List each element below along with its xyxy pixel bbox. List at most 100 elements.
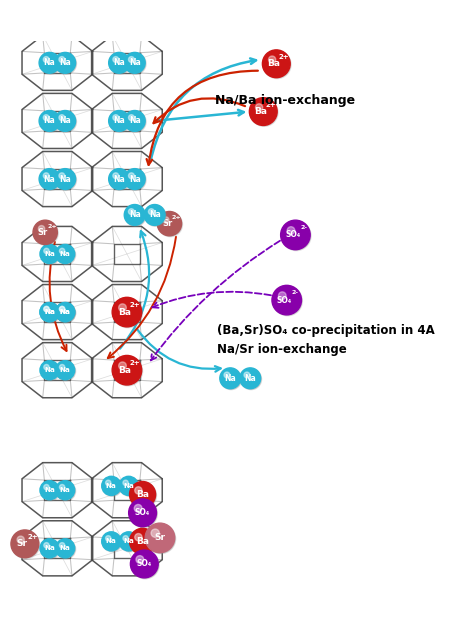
Circle shape	[240, 368, 261, 389]
Circle shape	[59, 484, 65, 490]
Text: Ba: Ba	[118, 308, 131, 317]
Circle shape	[120, 477, 139, 496]
Circle shape	[12, 531, 39, 559]
Text: 2+: 2+	[130, 301, 140, 308]
Circle shape	[163, 217, 169, 223]
Circle shape	[41, 362, 60, 381]
Text: Na: Na	[113, 58, 125, 67]
Circle shape	[55, 303, 75, 322]
Circle shape	[151, 529, 159, 538]
Circle shape	[102, 532, 121, 551]
Circle shape	[220, 368, 241, 389]
Text: Na: Na	[59, 58, 71, 67]
Circle shape	[44, 484, 49, 490]
Text: Na: Na	[60, 251, 71, 257]
Circle shape	[103, 533, 122, 552]
Circle shape	[109, 170, 130, 190]
Circle shape	[125, 111, 146, 133]
Text: Ba: Ba	[136, 537, 149, 546]
Circle shape	[109, 111, 129, 131]
Text: Ba: Ba	[118, 365, 131, 375]
Circle shape	[109, 169, 129, 190]
Circle shape	[273, 286, 302, 316]
Circle shape	[11, 530, 39, 558]
Circle shape	[146, 524, 176, 553]
Circle shape	[39, 225, 44, 232]
Circle shape	[33, 220, 57, 244]
Circle shape	[44, 306, 49, 311]
Circle shape	[263, 51, 291, 78]
Text: Na/Ba ion-exchange: Na/Ba ion-exchange	[216, 94, 355, 107]
Circle shape	[55, 170, 76, 190]
Circle shape	[34, 221, 58, 246]
Circle shape	[128, 115, 134, 121]
Circle shape	[130, 482, 157, 509]
Circle shape	[112, 297, 142, 327]
Circle shape	[39, 52, 60, 73]
Text: Na: Na	[106, 483, 117, 489]
Text: Na: Na	[129, 175, 141, 183]
Circle shape	[124, 205, 145, 225]
Circle shape	[262, 50, 290, 78]
Text: Sr: Sr	[162, 219, 173, 228]
Circle shape	[130, 550, 158, 578]
Circle shape	[119, 476, 138, 495]
Circle shape	[241, 369, 262, 389]
Text: Na: Na	[44, 58, 55, 67]
Text: Na: Na	[224, 374, 236, 383]
Circle shape	[41, 303, 60, 323]
Circle shape	[55, 111, 76, 133]
Circle shape	[134, 504, 142, 512]
Circle shape	[41, 482, 60, 501]
Circle shape	[105, 480, 111, 485]
Circle shape	[41, 246, 60, 264]
Circle shape	[109, 52, 129, 73]
Circle shape	[103, 477, 122, 496]
Circle shape	[41, 303, 60, 323]
Text: Na: Na	[106, 538, 117, 544]
Circle shape	[55, 480, 75, 500]
Circle shape	[59, 248, 65, 254]
Circle shape	[120, 533, 139, 552]
Text: 2-: 2-	[291, 290, 298, 295]
Circle shape	[129, 528, 156, 555]
Circle shape	[40, 244, 59, 264]
Circle shape	[44, 306, 49, 311]
Circle shape	[250, 99, 278, 126]
Circle shape	[40, 53, 61, 74]
Circle shape	[55, 303, 75, 322]
Text: Na/Sr ion-exchange: Na/Sr ion-exchange	[217, 343, 347, 356]
Circle shape	[56, 362, 76, 381]
Circle shape	[144, 205, 165, 225]
Circle shape	[128, 499, 157, 527]
Circle shape	[113, 173, 118, 178]
Circle shape	[130, 529, 157, 555]
Text: Sr: Sr	[17, 539, 28, 548]
Circle shape	[59, 57, 65, 62]
Circle shape	[40, 170, 61, 190]
Text: Sr: Sr	[38, 228, 48, 237]
Text: 2+: 2+	[171, 215, 181, 220]
Circle shape	[128, 57, 134, 62]
Text: SO₄: SO₄	[135, 508, 150, 517]
Text: Na: Na	[59, 116, 71, 126]
Circle shape	[44, 364, 49, 370]
Circle shape	[40, 303, 59, 322]
Circle shape	[43, 57, 49, 62]
Circle shape	[56, 303, 76, 323]
Circle shape	[59, 173, 65, 178]
Text: Sr: Sr	[154, 533, 165, 543]
Circle shape	[17, 536, 25, 543]
Circle shape	[43, 173, 49, 178]
Text: 2+: 2+	[279, 54, 289, 60]
Text: Ba: Ba	[136, 490, 149, 499]
Circle shape	[40, 480, 59, 500]
Circle shape	[287, 227, 295, 234]
Circle shape	[44, 248, 49, 254]
Circle shape	[256, 104, 263, 111]
Circle shape	[145, 523, 175, 553]
Text: Na: Na	[44, 251, 55, 257]
Circle shape	[59, 115, 65, 121]
Circle shape	[55, 52, 76, 73]
Text: Na: Na	[44, 367, 55, 373]
